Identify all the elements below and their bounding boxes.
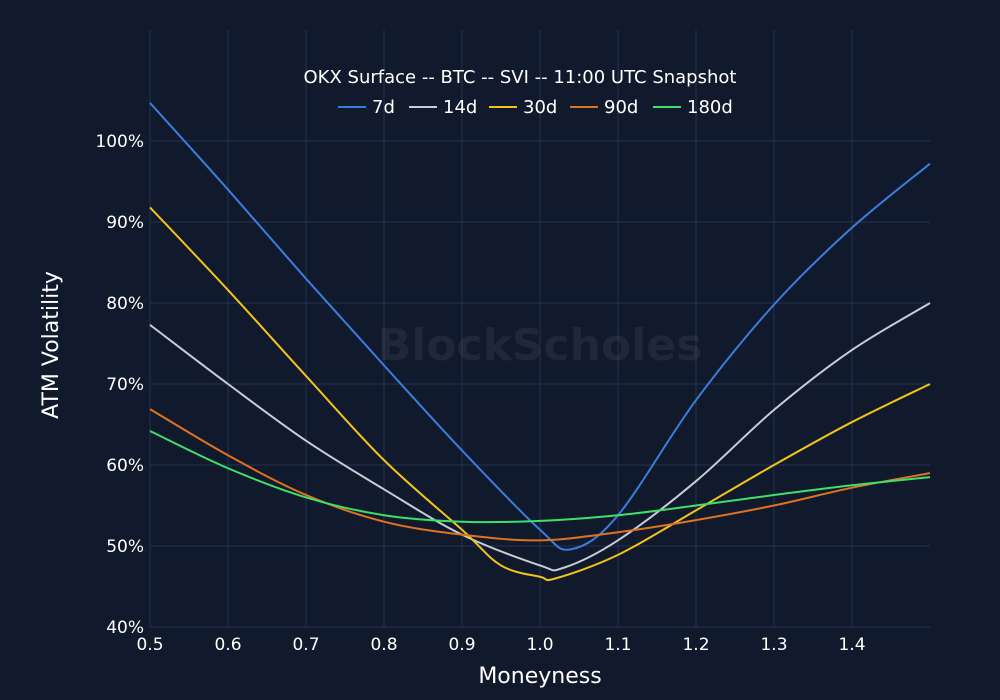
x-tick-label: 0.7 <box>292 635 319 655</box>
legend-label: 180d <box>687 97 733 118</box>
y-tick-label: 50% <box>106 537 144 557</box>
legend: 7d 14d 30d 90d 180d <box>338 97 733 118</box>
y-tick-label: 90% <box>106 213 144 233</box>
series-line-90d <box>149 408 931 542</box>
grid <box>149 30 930 628</box>
x-tick-labels: 0.5 0.6 0.7 0.8 0.9 1.0 1.1 1.2 1.3 1.4 <box>136 635 865 655</box>
legend-item-180d[interactable]: 180d <box>653 97 733 118</box>
chart-title: OKX Surface -- BTC -- SVI -- 11:00 UTC S… <box>304 67 737 88</box>
x-axis-label: Moneyness <box>478 664 601 689</box>
legend-label: 14d <box>443 97 477 118</box>
y-tick-label: 70% <box>106 375 144 395</box>
y-tick-label: 40% <box>106 618 144 638</box>
y-tick-label: 80% <box>106 294 144 314</box>
y-tick-labels: 40% 50% 60% 70% 80% 90% 100% <box>95 132 144 638</box>
series-line-180d <box>149 430 931 524</box>
legend-label: 30d <box>523 97 557 118</box>
x-tick-label: 0.6 <box>214 635 241 655</box>
legend-item-7d[interactable]: 7d <box>338 97 395 118</box>
series-lines <box>149 102 931 582</box>
x-tick-label: 0.5 <box>136 635 163 655</box>
series-line-14d <box>149 302 931 572</box>
series-line-7d <box>149 102 931 551</box>
x-tick-label: 1.2 <box>682 635 709 655</box>
x-tick-label: 1.3 <box>760 635 787 655</box>
series-line-30d <box>149 206 931 582</box>
legend-label: 90d <box>604 97 638 118</box>
y-tick-label: 60% <box>106 456 144 476</box>
x-tick-label: 1.1 <box>604 635 631 655</box>
legend-label: 7d <box>372 97 395 118</box>
legend-item-90d[interactable]: 90d <box>570 97 638 118</box>
x-tick-label: 0.8 <box>370 635 397 655</box>
y-tick-label: 100% <box>95 132 144 152</box>
legend-item-30d[interactable]: 30d <box>489 97 557 118</box>
legend-item-14d[interactable]: 14d <box>409 97 477 118</box>
y-axis-label: ATM Volatility <box>39 271 64 419</box>
x-tick-label: 1.0 <box>526 635 553 655</box>
watermark: BlockScholes <box>378 320 703 371</box>
x-tick-label: 1.4 <box>838 635 865 655</box>
x-tick-label: 0.9 <box>448 635 475 655</box>
